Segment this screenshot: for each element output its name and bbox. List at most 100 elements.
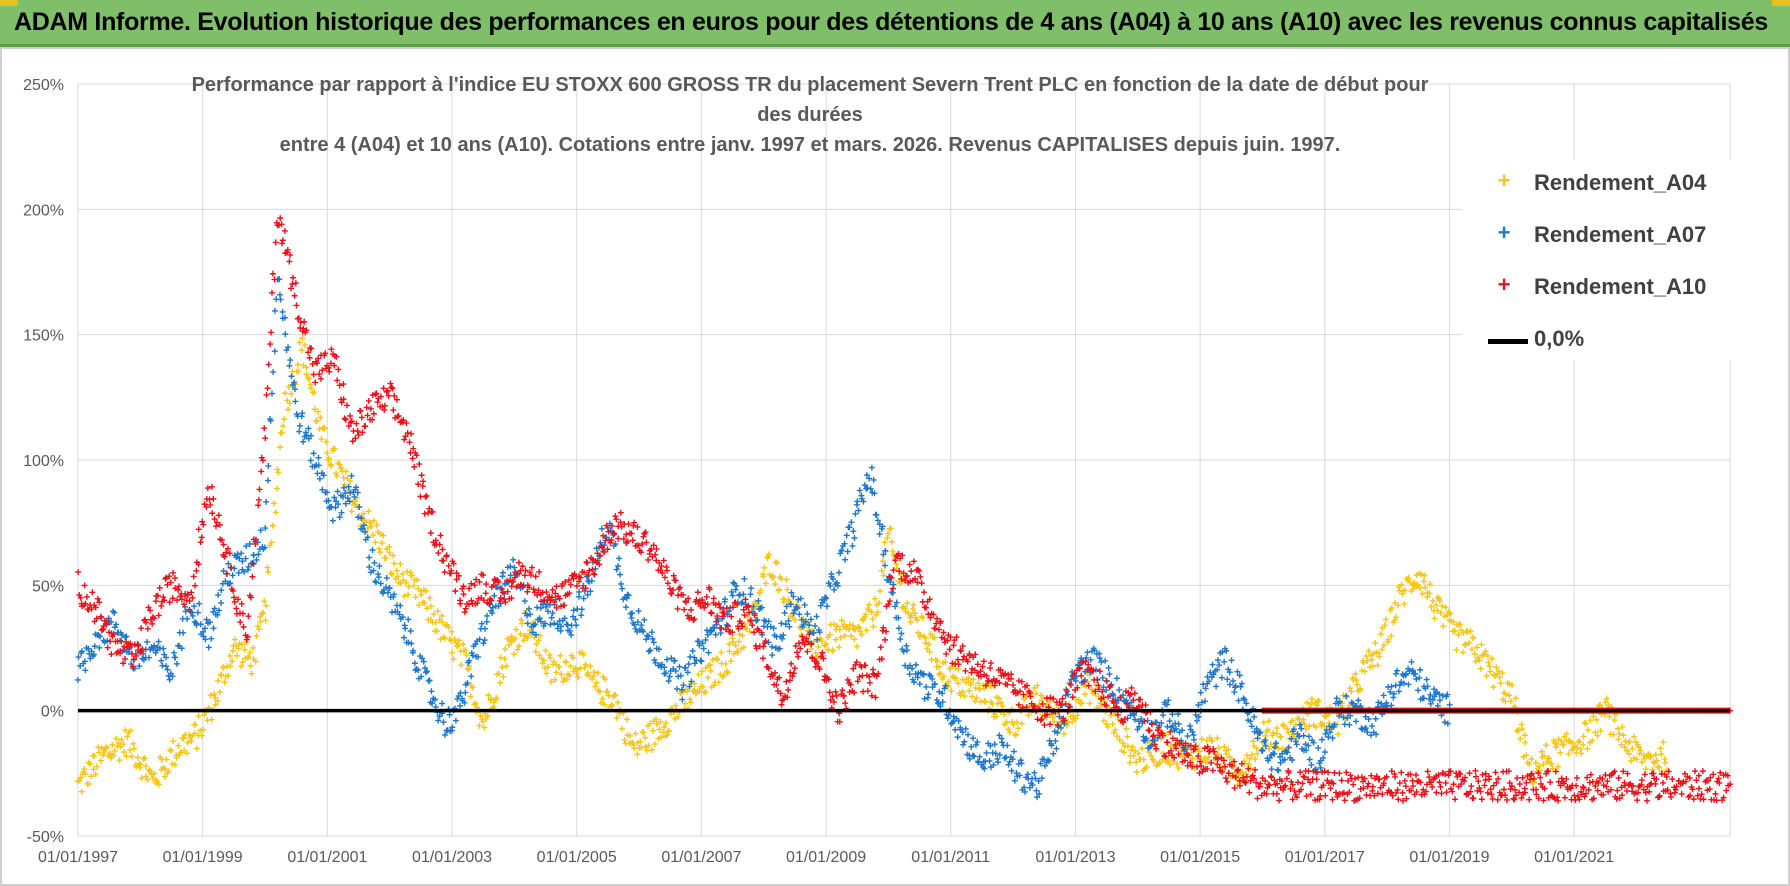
data-point-a04 [171, 761, 178, 768]
data-point-a10 [287, 252, 294, 259]
data-point-a04 [418, 591, 425, 598]
data-point-a04 [460, 641, 467, 648]
data-point-a04 [328, 462, 335, 469]
data-point-a10 [265, 361, 272, 368]
data-point-a07 [484, 612, 491, 619]
data-point-a04 [82, 770, 89, 777]
data-point-a07 [1195, 713, 1202, 720]
data-point-a07 [698, 658, 705, 665]
data-point-a04 [641, 734, 648, 741]
data-point-a07 [1262, 736, 1269, 743]
legend-marker-a07: + [1497, 220, 1511, 245]
data-point-a07 [1436, 691, 1443, 698]
data-point-a04 [935, 663, 942, 670]
data-point-a07 [1436, 697, 1443, 704]
data-point-a10 [1671, 789, 1678, 796]
y-tick-label: 200% [23, 202, 64, 219]
data-point-a07 [1251, 713, 1258, 720]
data-point-a04 [1589, 737, 1596, 744]
data-point-a04 [423, 605, 430, 612]
data-point-a07 [1214, 657, 1221, 664]
data-point-a04 [1486, 663, 1493, 670]
data-point-a04 [619, 725, 626, 732]
data-point-a04 [609, 703, 616, 710]
data-point-a04 [317, 414, 324, 421]
data-point-a04 [792, 616, 799, 623]
data-point-a07 [1417, 666, 1424, 673]
data-point-a10 [268, 289, 275, 296]
data-point-a07 [955, 717, 962, 724]
data-point-a07 [573, 622, 580, 629]
data-point-a07 [194, 609, 201, 616]
data-point-a04 [874, 609, 881, 616]
data-point-a10 [1614, 787, 1621, 794]
data-point-a04 [1379, 646, 1386, 653]
data-point-a04 [917, 632, 924, 639]
data-point-a07 [1083, 654, 1090, 661]
data-point-a04 [1143, 763, 1150, 770]
data-point-a04 [878, 567, 885, 574]
data-point-a10 [536, 568, 543, 575]
data-point-a04 [837, 634, 844, 641]
data-point-a10 [319, 367, 326, 374]
data-point-a07 [987, 742, 994, 749]
data-point-a04 [972, 684, 979, 691]
data-point-a04 [948, 688, 955, 695]
data-point-a10 [97, 613, 104, 620]
data-point-a04 [1482, 648, 1489, 655]
data-point-a07 [855, 507, 862, 514]
x-tick-label: 01/01/2017 [1285, 849, 1365, 866]
data-point-a04 [226, 652, 233, 659]
data-point-a07 [144, 638, 151, 645]
data-point-a07 [1317, 764, 1324, 771]
data-point-a04 [274, 485, 281, 492]
data-point-a04 [614, 699, 621, 706]
data-point-a04 [1014, 719, 1021, 726]
data-point-a10 [923, 604, 930, 611]
x-tick-label: 01/01/2003 [412, 849, 492, 866]
data-point-a10 [1142, 702, 1149, 709]
data-point-a07 [97, 633, 104, 640]
data-point-a10 [917, 573, 924, 580]
data-point-a07 [1322, 730, 1329, 737]
data-point-a04 [1365, 648, 1372, 655]
data-point-a07 [999, 739, 1006, 746]
data-point-a10 [289, 281, 296, 288]
data-point-a07 [994, 759, 1001, 766]
data-point-a07 [85, 645, 92, 652]
data-point-a07 [666, 673, 673, 680]
data-point-a04 [659, 729, 666, 736]
data-point-a04 [264, 564, 271, 571]
data-point-a04 [1133, 759, 1140, 766]
data-point-a07 [208, 635, 215, 642]
data-point-a07 [151, 642, 158, 649]
data-point-a10 [440, 557, 447, 564]
data-point-a04 [711, 682, 718, 689]
data-point-a07 [1219, 649, 1226, 656]
data-point-a04 [1135, 750, 1142, 757]
data-point-a07 [296, 428, 303, 435]
data-point-a04 [1629, 745, 1636, 752]
data-point-a10 [694, 589, 701, 596]
data-point-a07 [1158, 720, 1165, 727]
data-point-a07 [320, 472, 327, 479]
data-point-a04 [567, 663, 574, 670]
data-point-a07 [362, 529, 369, 536]
data-point-a04 [994, 700, 1001, 707]
data-point-a04 [161, 765, 168, 772]
data-point-a07 [1290, 726, 1297, 733]
data-point-a04 [566, 672, 573, 679]
data-point-a10 [278, 221, 285, 228]
data-point-a04 [110, 752, 117, 759]
data-point-a07 [882, 547, 889, 554]
data-point-a10 [504, 588, 511, 595]
data-point-a04 [815, 644, 822, 651]
data-point-a07 [892, 603, 899, 610]
data-point-a04 [772, 580, 779, 587]
data-point-a04 [188, 738, 195, 745]
data-point-a10 [389, 385, 396, 392]
data-point-a10 [77, 594, 84, 601]
data-point-a04 [715, 679, 722, 686]
data-point-a07 [215, 592, 222, 599]
data-point-a04 [285, 383, 292, 390]
